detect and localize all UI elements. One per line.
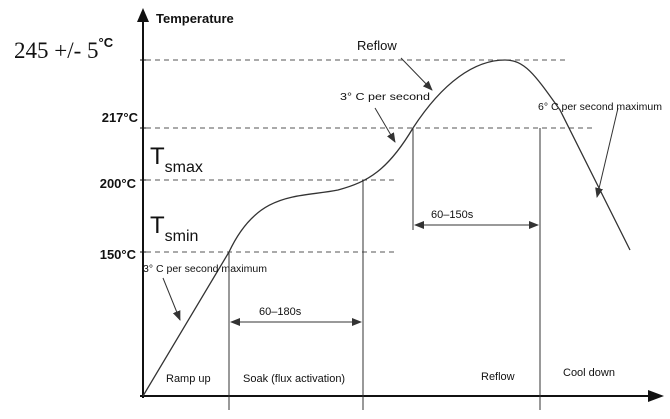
rise-rate-label: 3° C per second [340,92,430,103]
temp-217-label: 217°C [102,110,139,125]
phase-cool-down-label: Cool down [563,367,615,379]
tsmax-sub: smax [165,159,203,176]
temp-150-label: 150°C [100,247,137,262]
tsmin-label: Tsmin [150,212,198,245]
peak-temp-label: 245 +/- 5°C [14,35,114,63]
ramp-rate-label: 3° C per second maximum [143,264,267,275]
y-axis-arrow-icon [137,8,149,22]
temperature-profile-curve [142,59,631,397]
cool-rate-label: 6° C per second maximum [538,102,662,113]
phase-soak-label: Soak (flux activation) [243,373,345,385]
reflow-duration-label: 60–150s [431,209,474,221]
reflow-peak-pointer [400,57,433,91]
tsmin-base: T [150,212,165,239]
cool-rate-pointer [595,107,619,198]
tsmin-sub: smin [165,228,199,245]
tsmax-base: T [150,143,165,170]
phase-reflow-label: Reflow [481,371,515,383]
peak-temp-unit: °C [99,35,114,50]
y-axis-title: Temperature [156,11,234,26]
phase-ramp-up-label: Ramp up [166,373,211,385]
rise-rate-pointer [374,107,396,143]
peak-temp-value: 245 +/- 5 [14,38,99,63]
tsmax-label: Tsmax [150,143,203,176]
reflow-peak-label: Reflow [357,38,397,53]
temp-200-label: 200°C [100,176,137,191]
ramp-rate-pointer [162,277,181,321]
x-axis-arrow-icon [648,390,664,402]
soak-duration-label: 60–180s [259,306,302,318]
